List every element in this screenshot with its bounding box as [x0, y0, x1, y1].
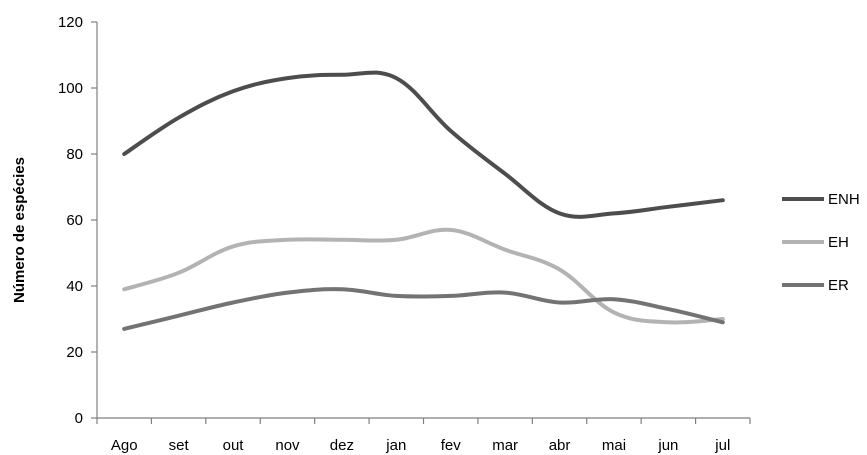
- y-tick-label: 20: [66, 344, 83, 361]
- x-tick-label: set: [169, 437, 190, 454]
- series-line-eh: [122, 227, 725, 325]
- y-tick-label: 60: [66, 212, 83, 229]
- legend-label-eh: EH: [828, 234, 849, 251]
- y-axis-title: Número de espécies: [11, 157, 28, 303]
- y-axis-ticks: 0 20 40 60 80 100 120: [58, 14, 97, 427]
- legend-label-er: ER: [828, 277, 849, 294]
- y-tick-label: 120: [58, 14, 83, 31]
- x-tick-label: dez: [330, 437, 354, 454]
- x-tick-label: mai: [602, 437, 626, 454]
- x-tick-label: nov: [275, 437, 300, 454]
- x-tick-label: fev: [441, 437, 462, 454]
- series-lines: [122, 70, 725, 331]
- y-tick-label: 80: [66, 146, 83, 163]
- y-tick-label: 0: [75, 410, 83, 427]
- series-line-enh: [122, 70, 725, 219]
- x-tick-label: out: [223, 437, 245, 454]
- x-tick-label: jan: [385, 437, 406, 454]
- x-tick-label: mar: [492, 437, 518, 454]
- x-tick-label: jul: [714, 437, 730, 454]
- y-tick-label: 100: [58, 80, 83, 97]
- x-tick-label: abr: [549, 437, 571, 454]
- y-tick-label: 40: [66, 278, 83, 295]
- series-line-er: [122, 287, 725, 331]
- x-axis-ticks: Ago set out nov dez jan fev mar abr mai jun jul: [96, 418, 751, 454]
- x-tick-label: Ago: [111, 437, 138, 454]
- legend: ENH EH ER: [782, 191, 860, 294]
- x-tick-label: jun: [657, 437, 678, 454]
- legend-label-enh: ENH: [828, 191, 860, 208]
